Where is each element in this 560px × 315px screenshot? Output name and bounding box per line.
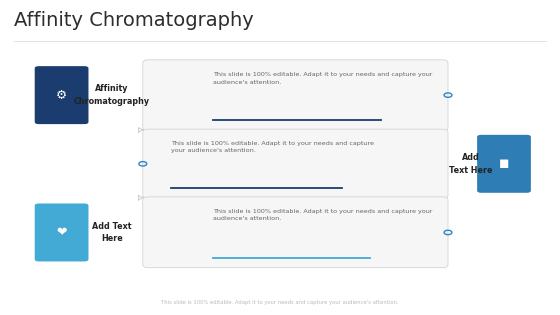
Text: This slide is 100% editable. Adapt it to your needs and capture your
audience's : This slide is 100% editable. Adapt it to… — [213, 72, 432, 85]
Text: ⚙: ⚙ — [56, 89, 67, 102]
Text: Affinity Chromatography: Affinity Chromatography — [14, 11, 254, 30]
Text: Add Text
Here: Add Text Here — [92, 222, 132, 243]
FancyBboxPatch shape — [477, 135, 531, 193]
FancyBboxPatch shape — [143, 129, 448, 198]
FancyBboxPatch shape — [143, 197, 448, 268]
Text: Add
Text Here: Add Text Here — [449, 153, 492, 175]
FancyBboxPatch shape — [143, 60, 448, 131]
Text: This slide is 100% editable. Adapt it to your needs and capture
your audience's : This slide is 100% editable. Adapt it to… — [171, 141, 374, 153]
FancyBboxPatch shape — [35, 66, 88, 124]
Text: ❤: ❤ — [57, 226, 67, 239]
Text: ◼: ◼ — [499, 157, 509, 170]
Text: This slide is 100% editable. Adapt it to your needs and capture your audience's : This slide is 100% editable. Adapt it to… — [161, 300, 399, 305]
FancyBboxPatch shape — [35, 203, 88, 261]
Text: This slide is 100% editable. Adapt it to your needs and capture your
audience's : This slide is 100% editable. Adapt it to… — [213, 209, 432, 221]
Text: Affinity
Chromatography: Affinity Chromatography — [74, 84, 150, 106]
